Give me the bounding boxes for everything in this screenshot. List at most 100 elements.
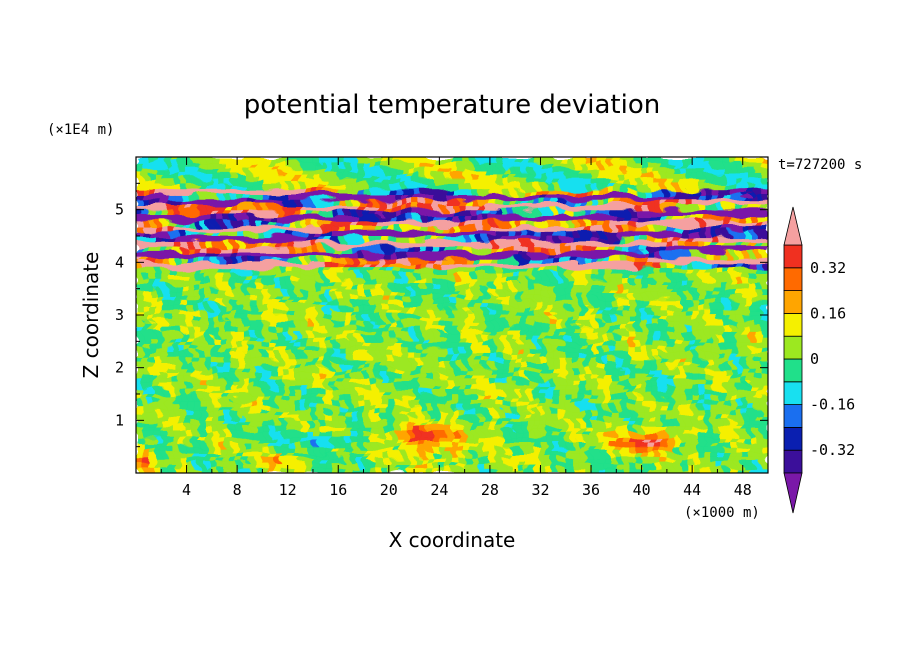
- field-cell: [154, 467, 162, 473]
- field-cell: [281, 283, 289, 290]
- field-cell: [508, 230, 516, 237]
- field-cell: [237, 346, 245, 353]
- field-cell: [559, 251, 567, 258]
- field-cell: [559, 225, 567, 232]
- field-cell: [502, 378, 510, 385]
- field-cell: [186, 241, 194, 248]
- field-cell: [591, 183, 598, 190]
- field-cell: [527, 293, 535, 300]
- field-cell: [483, 262, 491, 269]
- field-cell: [268, 214, 276, 221]
- field-cell: [559, 404, 567, 411]
- field-cell: [388, 346, 396, 353]
- field-cell: [237, 299, 245, 306]
- field-cell: [325, 362, 333, 369]
- field-cell: [559, 436, 567, 442]
- field-cell: [628, 436, 636, 442]
- field-cell: [616, 257, 624, 263]
- field-cell: [439, 262, 447, 269]
- field-cell: [572, 399, 579, 406]
- field-cell: [218, 315, 226, 321]
- field-cell: [287, 351, 295, 358]
- field-cell: [426, 388, 434, 395]
- field-cell: [521, 462, 529, 469]
- field-cell: [527, 167, 535, 174]
- field-cell: [477, 162, 485, 169]
- field-cell: [527, 272, 535, 279]
- field-cell: [445, 199, 453, 205]
- field-cell: [546, 236, 554, 242]
- field-cell: [616, 251, 624, 258]
- field-cell: [641, 362, 649, 369]
- field-cell: [591, 457, 598, 464]
- field-cell: [249, 278, 257, 284]
- field-cell: [502, 388, 510, 395]
- field-cell: [167, 357, 175, 363]
- field-cell: [344, 220, 352, 227]
- field-cell: [439, 346, 447, 353]
- field-cell: [407, 193, 415, 200]
- field-cell: [331, 220, 339, 227]
- field-cell: [161, 336, 169, 342]
- field-cell: [565, 293, 573, 300]
- field-cell: [603, 162, 611, 169]
- field-cell: [268, 362, 276, 369]
- field-cell: [534, 378, 542, 385]
- field-cell: [407, 309, 415, 316]
- field-cell: [395, 378, 403, 385]
- field-cell: [622, 288, 630, 295]
- field-cell: [578, 415, 586, 421]
- field-cell: [395, 288, 403, 295]
- field-cell: [300, 193, 308, 200]
- field-cell: [192, 178, 200, 184]
- field-cell: [376, 315, 384, 321]
- field-cell: [237, 315, 245, 321]
- field-cell: [205, 388, 213, 395]
- field-cell: [186, 209, 194, 216]
- field-cell: [635, 293, 643, 300]
- field-cell: [249, 230, 257, 237]
- field-cell: [603, 157, 611, 163]
- field-cell: [369, 341, 377, 348]
- field-cell: [401, 320, 409, 327]
- field-cell: [546, 193, 554, 200]
- field-cell: [452, 220, 459, 227]
- field-cell: [294, 157, 301, 163]
- field-cell: [300, 467, 308, 473]
- field-cell: [256, 404, 263, 411]
- field-cell: [584, 183, 592, 190]
- field-cell: [483, 372, 491, 379]
- field-cell: [388, 214, 396, 221]
- field-cell: [502, 183, 510, 190]
- field-cell: [445, 262, 453, 269]
- field-cell: [546, 415, 554, 421]
- field-cell: [167, 193, 175, 200]
- field-cell: [515, 199, 523, 205]
- field-cell: [224, 420, 232, 427]
- field-cell: [565, 193, 573, 200]
- field-cell: [237, 251, 245, 258]
- field-cell: [262, 188, 270, 195]
- field-cell: [401, 204, 409, 211]
- field-cell: [262, 225, 270, 232]
- field-cell: [616, 230, 624, 237]
- field-cell: [338, 230, 346, 237]
- field-cell: [445, 394, 453, 400]
- field-cell: [521, 457, 529, 464]
- field-cell: [647, 230, 655, 237]
- field-cell: [237, 320, 245, 327]
- field-cell: [180, 346, 188, 353]
- field-cell: [142, 309, 150, 316]
- field-cell: [256, 288, 263, 295]
- field-cell: [654, 451, 662, 458]
- field-cell: [230, 441, 238, 448]
- field-cell: [572, 451, 579, 458]
- field-cell: [388, 262, 396, 269]
- field-cell: [281, 304, 289, 311]
- field-cell: [578, 299, 586, 306]
- field-cell: [218, 204, 226, 211]
- field-cell: [268, 378, 276, 385]
- field-cell: [350, 167, 358, 174]
- field-cell: [407, 462, 415, 469]
- field-cell: [237, 288, 245, 295]
